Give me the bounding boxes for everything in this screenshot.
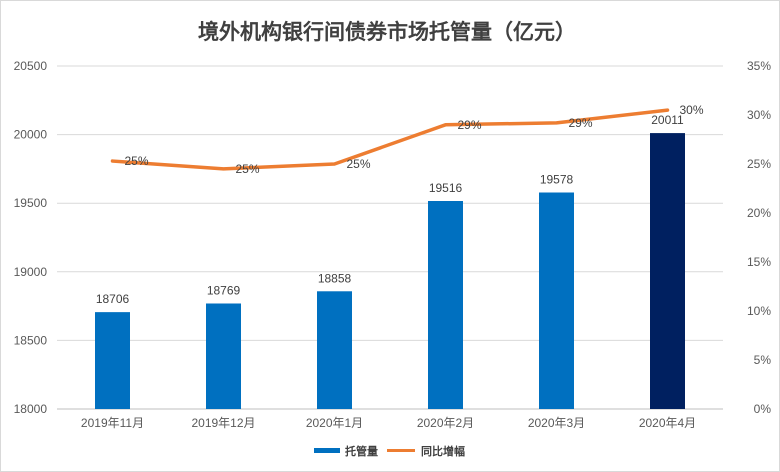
line-data-label: 29% [569, 116, 593, 130]
bar-data-label: 20011 [651, 113, 684, 127]
bar-data-label: 19578 [540, 172, 574, 186]
right-axis-ticks: 35% 30% 25% 20% 15% 10% 5% 0% [747, 59, 771, 416]
legend-line-label: 同比增幅 [421, 444, 465, 458]
bar-data-label: 19516 [429, 181, 463, 195]
right-tick-label: 20% [747, 206, 771, 220]
left-tick-label: 19500 [14, 196, 48, 210]
x-tick-label: 2020年3月 [528, 416, 585, 430]
bar [539, 192, 574, 409]
left-axis-ticks: 20500 20000 19500 19000 18500 18000 [14, 59, 48, 416]
x-axis-ticks: 2019年11月 2019年12月 2020年1月 2020年2月 2020年3月 202… [81, 416, 696, 430]
growth-line [110, 108, 670, 171]
left-tick-label: 19000 [14, 265, 48, 279]
bar-data-label: 18769 [207, 283, 241, 297]
bar [317, 291, 352, 409]
x-tick-label: 2020年4月 [639, 416, 696, 430]
left-tick-label: 20500 [14, 59, 48, 73]
bar [95, 312, 130, 409]
right-tick-label: 25% [747, 157, 771, 171]
gridlines [57, 65, 723, 410]
left-tick-label: 20000 [14, 128, 48, 142]
legend-bar-label: 托管量 [345, 444, 378, 458]
x-tick-label: 2020年1月 [306, 416, 363, 430]
bar [428, 201, 463, 409]
bar [206, 303, 241, 409]
right-tick-label: 30% [747, 108, 771, 122]
x-tick-label: 2019年11月 [81, 416, 144, 430]
bar-data-label: 18706 [96, 292, 130, 306]
bar [650, 133, 685, 409]
line-data-label: 25% [347, 157, 371, 171]
line-data-label: 25% [125, 154, 149, 168]
legend: 托管量 同比增幅 [314, 444, 465, 458]
right-tick-label: 10% [747, 304, 771, 318]
right-tick-label: 5% [754, 353, 772, 367]
x-tick-label: 2019年12月 [191, 416, 255, 430]
line-series: 25% 25% 25% 29% 29% 30% [110, 103, 704, 176]
x-tick-label: 2020年2月 [417, 416, 474, 430]
legend-bar-swatch [314, 448, 340, 453]
line-data-label: 25% [236, 162, 260, 176]
line-data-label: 30% [680, 103, 704, 117]
right-tick-label: 0% [754, 402, 772, 416]
bar-data-label: 18858 [318, 271, 352, 285]
chart-title: 境外机构银行间债券市场托管量（亿元） [198, 19, 576, 44]
left-tick-label: 18500 [14, 333, 48, 347]
right-tick-label: 35% [747, 59, 771, 73]
right-tick-label: 15% [747, 255, 771, 269]
bar-series: 18706 18769 18858 19516 19578 20011 [95, 113, 685, 409]
left-tick-label: 18000 [14, 402, 48, 416]
line-data-label: 29% [458, 118, 482, 132]
